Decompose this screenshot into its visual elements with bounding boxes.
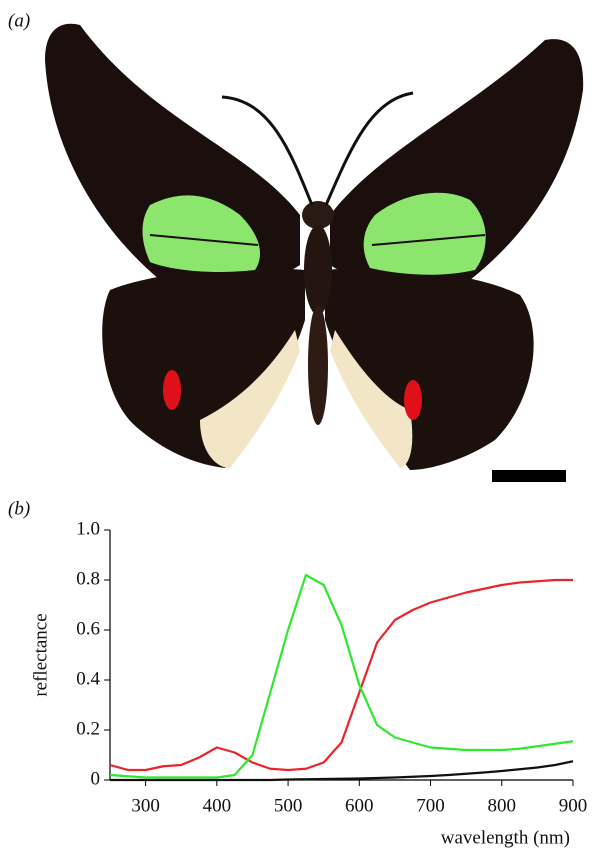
y-axis-label: reflectance <box>30 613 51 696</box>
series-line <box>110 580 573 770</box>
x-tick-label: 900 <box>559 795 588 816</box>
x-axis-label: wavelength (nm) <box>441 827 570 848</box>
x-tick-label: 600 <box>345 795 374 816</box>
butterfly-photo <box>45 24 583 482</box>
x-tick-label: 800 <box>488 795 517 816</box>
x-tick-label: 700 <box>416 795 445 816</box>
y-tick-label: 0.6 <box>76 618 100 639</box>
figure: (a) (b) wavelength (nm) reflectance 0 0.2… <box>0 0 592 849</box>
page: {"panels": {"a": "(a)", "b": "(b)"}, "ch… <box>0 0 592 849</box>
x-tick-label: 400 <box>203 795 232 816</box>
y-tick-label: 0.8 <box>76 568 100 589</box>
y-tick-label: 0.2 <box>76 718 100 739</box>
series-line <box>110 575 573 778</box>
x-tick-label: 300 <box>131 795 160 816</box>
y-tick-label: 1.0 <box>76 518 100 539</box>
x-tick-label: 500 <box>274 795 303 816</box>
y-tick-label: 0.4 <box>76 668 100 689</box>
panel-label: (b) <box>8 498 30 519</box>
y-tick-label: 0 <box>91 768 101 789</box>
panel-label: (a) <box>8 10 30 31</box>
